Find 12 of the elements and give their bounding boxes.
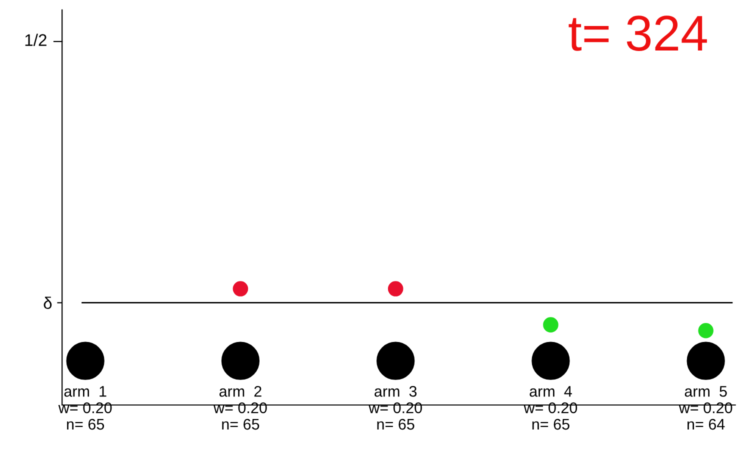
text: t= 324 xyxy=(568,16,707,51)
point xyxy=(388,281,404,296)
point xyxy=(532,342,570,380)
point xyxy=(66,342,104,380)
point xyxy=(221,342,260,380)
point xyxy=(543,317,558,332)
point xyxy=(232,281,248,296)
point xyxy=(698,322,714,338)
point xyxy=(376,342,415,380)
ref-line-label: δ xyxy=(44,296,52,309)
point xyxy=(686,342,725,380)
text: 1/2 xyxy=(25,34,46,46)
